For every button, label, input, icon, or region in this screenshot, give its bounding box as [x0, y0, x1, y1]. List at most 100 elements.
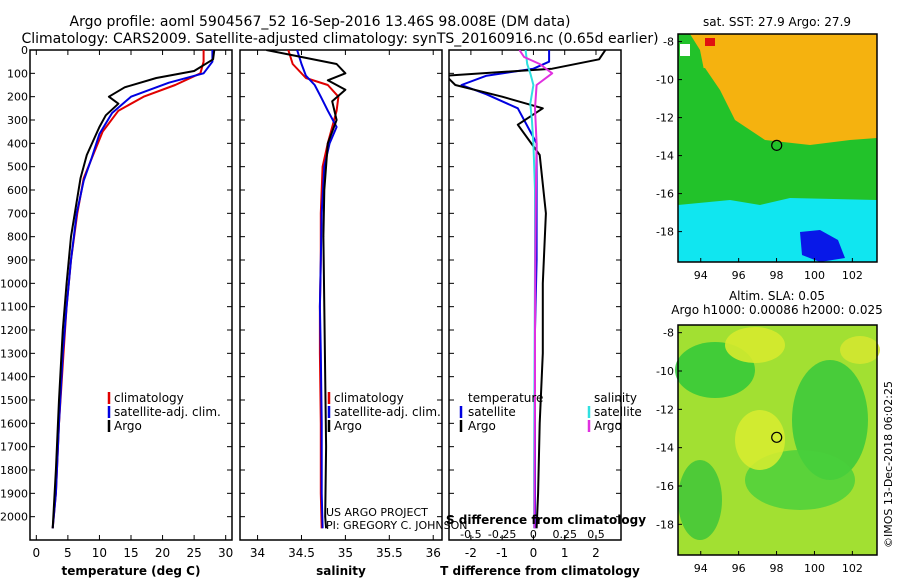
y-tick-label: 1900	[0, 487, 28, 500]
sst-float-marker	[771, 139, 783, 151]
y-tick-label: 100	[7, 67, 28, 80]
y-tick-label: 800	[7, 231, 28, 244]
legend-satellite-label: satellite-adj. clim.	[114, 405, 221, 419]
salinity-panel-frame	[239, 49, 443, 541]
legend-satellite-label: satellite-adj. clim.	[334, 405, 441, 419]
series-line-temperature-argo	[449, 50, 607, 529]
map-y-tick-label: -14	[656, 150, 674, 163]
sla-blob-4	[678, 460, 722, 540]
sst-map	[677, 33, 878, 263]
legend-s-argo-label: Argo	[594, 419, 622, 433]
x-tick-label: 1	[561, 546, 569, 560]
y-tick-label: 200	[7, 91, 28, 104]
map-y-tick-label: -18	[656, 226, 674, 239]
legend-salinity-title: salinity	[594, 391, 637, 405]
y-tick-label: 1100	[0, 301, 28, 314]
sla-map	[675, 324, 880, 556]
sla-yellow-3	[840, 336, 880, 364]
legend-temperature-title: temperature	[468, 391, 543, 405]
salinity-legend: climatology satellite-adj. clim. Argo	[327, 391, 441, 433]
x-tick-label: 30	[218, 546, 233, 560]
y-tick-label: 400	[7, 137, 28, 150]
sla-map-title-2: Argo h1000: 0.00086 h2000: 0.025	[671, 303, 883, 317]
s-tick-label: 0	[530, 528, 537, 541]
x-tick-label: 0	[32, 546, 40, 560]
legend-t-argo-label: Argo	[468, 419, 496, 433]
x-tick-label: 2	[592, 546, 600, 560]
legend-argo-label: Argo	[334, 419, 362, 433]
x-tick-label: -1	[496, 546, 508, 560]
y-tick-label: 700	[7, 207, 28, 220]
series-line-climatology	[287, 50, 340, 529]
y-tick-label: 1700	[0, 441, 28, 454]
sst-land-patch	[680, 44, 690, 56]
sla-float-marker	[771, 431, 783, 443]
legend-t-satellite-label: satellite	[468, 405, 516, 419]
x-tick-label: -2	[465, 546, 477, 560]
x-tick-label: 15	[123, 546, 138, 560]
x-tick-label: 35.5	[376, 546, 403, 560]
y-tick-label: 1200	[0, 324, 28, 337]
x-tick-label: 10	[92, 546, 107, 560]
x-tick-label: 20	[155, 546, 170, 560]
sst-cyan-region	[678, 198, 877, 262]
legend-s-satellite-label: satellite	[594, 405, 642, 419]
map-y-tick-label: -18	[656, 518, 674, 531]
sla-yellow-2	[735, 410, 785, 470]
s-tick-label: -0.25	[488, 528, 516, 541]
map-x-tick-label: 102	[842, 269, 863, 282]
map-y-tick-label: -10	[656, 74, 674, 87]
map-y-tick-label: -8	[663, 36, 674, 49]
title-line-1: Argo profile: aoml 5904567_52 16-Sep-201…	[70, 14, 571, 30]
sst-map-title: sat. SST: 27.9 Argo: 27.9	[703, 15, 851, 29]
temperature-xlabel: temperature (deg C)	[62, 564, 201, 578]
map-x-tick-label: 94	[694, 269, 708, 282]
x-tick-label: 0	[530, 546, 538, 560]
series-line-argo	[266, 50, 347, 529]
series-line-satellite-adj-clim-	[51, 50, 214, 529]
y-tick-label: 500	[7, 161, 28, 174]
temperature-panel-frame	[29, 49, 233, 541]
map-x-tick-label: 96	[732, 269, 746, 282]
x-tick-label: 34	[250, 546, 265, 560]
legend-climatology-label: climatology	[114, 391, 184, 405]
x-tick-label: 35	[338, 546, 353, 560]
map-y-tick-label: -12	[656, 403, 674, 416]
temperature-legend: climatology satellite-adj. clim. Argo	[107, 391, 221, 433]
legend-climatology-label: climatology	[334, 391, 404, 405]
sst-blue-patch	[800, 230, 845, 262]
difference-legend: temperature satellite Argo salinity sate…	[459, 391, 642, 433]
y-tick-label: 900	[7, 254, 28, 267]
map-x-tick-label: 100	[804, 562, 825, 575]
map-y-tick-label: -16	[656, 480, 674, 493]
map-x-tick-label: 94	[694, 562, 708, 575]
difference-panel-frame	[448, 49, 622, 541]
legend-argo-label: Argo	[114, 419, 142, 433]
map-x-tick-label: 102	[842, 562, 863, 575]
panel-series	[51, 50, 216, 529]
sla-blob-2	[792, 360, 868, 480]
credit-line-2: PI: GREGORY C. JOHNSON	[326, 519, 467, 532]
sst-map-frame	[677, 33, 878, 263]
y-tick-label: 0	[21, 44, 28, 57]
map-y-tick-label: -14	[656, 442, 674, 455]
panel-series	[266, 50, 347, 529]
difference-top-xlabel: S difference from climatology	[446, 513, 646, 527]
series-line-climatology	[51, 50, 205, 529]
y-tick-label: 1400	[0, 371, 28, 384]
y-tick-label: 1600	[0, 417, 28, 430]
map-x-tick-label: 96	[732, 562, 746, 575]
x-tick-label: 5	[64, 546, 72, 560]
map-x-tick-label: 98	[770, 562, 784, 575]
map-y-tick-label: -16	[656, 188, 674, 201]
map-x-tick-label: 100	[804, 269, 825, 282]
sst-map-ticks: 94 96 98 100 102 -8 -10 -12 -14 -16 -18	[656, 36, 863, 282]
sla-map-title-1: Altim. SLA: 0.05	[729, 289, 825, 303]
sla-yellow-1	[725, 327, 785, 363]
credit-line-1: US ARGO PROJECT	[326, 506, 428, 519]
s-tick-label: 0.5	[587, 528, 605, 541]
series-line-argo	[51, 50, 216, 529]
s-tick-label: 0.25	[552, 528, 577, 541]
series-line-salinity-argo	[518, 50, 554, 529]
